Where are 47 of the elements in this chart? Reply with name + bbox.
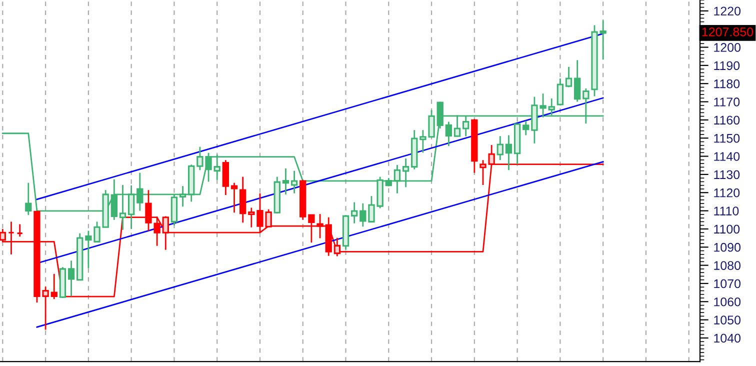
candlestick (50, 273, 58, 300)
candlestick (282, 168, 290, 196)
candlestick (290, 170, 298, 194)
candlestick (316, 213, 324, 239)
y-tick-label: 1170 (714, 98, 740, 106)
candlestick (162, 216, 169, 251)
candlestick (556, 78, 564, 106)
candlestick (214, 154, 220, 181)
y-tick-label: 1160 (714, 116, 740, 125)
candlestick (308, 214, 315, 244)
candlestick (496, 135, 504, 161)
y-tick-label: 1090 (714, 242, 741, 252)
candlestick (394, 164, 401, 194)
candlestick (574, 59, 581, 102)
y-tick-label: 1110 (714, 206, 739, 216)
y-tick-label: 1070 (714, 279, 741, 288)
candlestick (68, 260, 75, 297)
candlestick (445, 121, 452, 147)
y-tick-label: 1050 (714, 316, 741, 324)
y-tick-label: 1180 (714, 79, 740, 88)
candlestick (522, 120, 530, 136)
candlestick (360, 202, 366, 228)
candlestick (25, 182, 32, 216)
candlestick (230, 182, 238, 214)
y-tick-label: 1130 (714, 170, 740, 180)
candlestick (16, 224, 24, 238)
y-tick-label: 1080 (714, 261, 741, 270)
candlestick (248, 207, 255, 228)
y-tick-label: 1150 (714, 134, 740, 143)
y-tick-label: 1100 (714, 224, 740, 234)
y-tick-label: 1220 (714, 6, 741, 16)
candlestick (222, 159, 230, 196)
candlestick (402, 158, 410, 188)
y-tick-label: 1200 (714, 43, 741, 52)
candlestick (8, 220, 15, 256)
y-tick-label: 1040 (714, 334, 741, 343)
y-tick-label: 1140 (714, 152, 740, 161)
candlestick (350, 202, 358, 224)
candlestick (334, 237, 341, 257)
y-tick-label: 1060 (714, 297, 741, 306)
text: 1207.850 (702, 27, 754, 36)
candlestick (239, 176, 246, 224)
candlestick (179, 185, 186, 208)
y-tick-label: 1120 (714, 188, 740, 198)
y-tick-label: 1190 (714, 61, 740, 70)
candlestick (505, 134, 512, 171)
candlestick (565, 66, 572, 88)
